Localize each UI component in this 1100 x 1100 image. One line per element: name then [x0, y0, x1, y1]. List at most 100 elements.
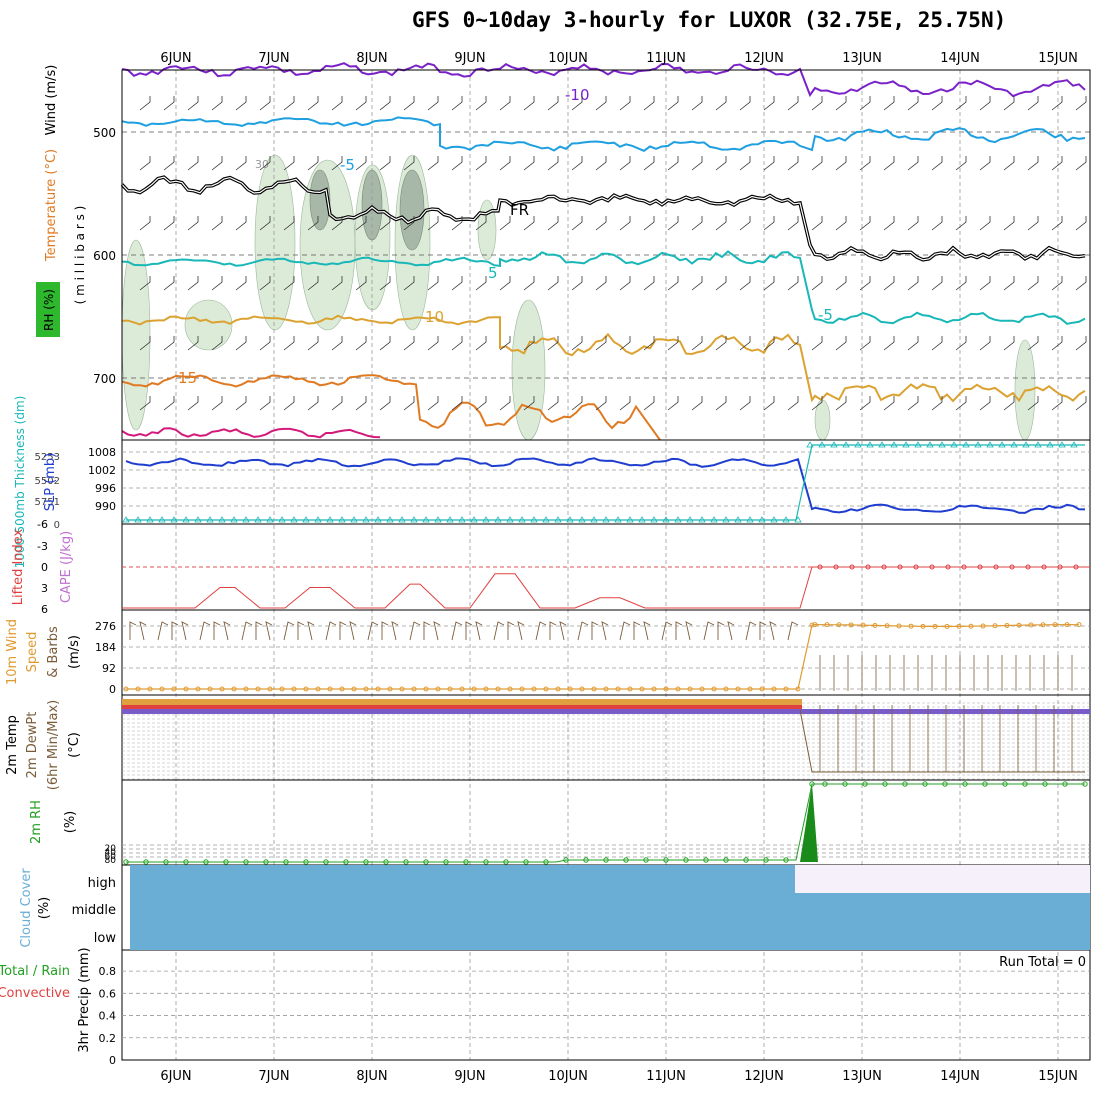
upper-wind-barb — [211, 216, 223, 231]
ytick-wind-3: 0 — [109, 683, 116, 696]
wind10-marker — [747, 686, 753, 692]
upper-wind-barb — [931, 396, 943, 411]
rh2m-marker — [743, 857, 749, 863]
contour-label-0: -10 — [565, 86, 590, 104]
wind10-marker — [123, 686, 129, 692]
thickness-marker — [818, 441, 826, 448]
li-marker — [881, 564, 887, 570]
upper-wind-barb — [403, 276, 415, 291]
wind10-marker — [351, 686, 357, 692]
thickness-marker — [734, 516, 742, 523]
upper-wind-barb — [139, 396, 151, 411]
upper-wind-barb — [907, 276, 919, 291]
thickness-marker — [326, 516, 334, 523]
upper-wind-barb — [283, 156, 295, 171]
upper-wind-barb — [379, 96, 391, 111]
wind10-marker — [399, 686, 405, 692]
ylabel-temp2m-3: (6hr Min/Max) — [46, 700, 61, 790]
rh2m-marker — [243, 859, 249, 865]
upper-wind-barb — [235, 276, 247, 291]
upper-wind-barb — [763, 96, 775, 111]
upper-wind-barb — [595, 216, 607, 231]
upper-wind-barb — [139, 276, 151, 291]
date-label-bottom-9: 15JUN — [1038, 1069, 1078, 1084]
upper-wind-barb — [811, 156, 823, 171]
upper-wind-barb — [715, 336, 727, 351]
thickness-marker — [530, 516, 538, 523]
upper-wind-barb — [643, 96, 655, 111]
upper-wind-barb — [163, 96, 175, 111]
rh2m-marker — [1002, 781, 1008, 787]
upper-wind-barb — [379, 336, 391, 351]
upper-wind-barb — [451, 276, 463, 291]
upper-wind-barb — [1075, 336, 1087, 351]
upper-wind-barb — [1027, 96, 1039, 111]
thickness-marker — [218, 516, 226, 523]
upper-wind-barb — [403, 156, 415, 171]
thickness-marker — [854, 441, 862, 448]
upper-wind-barb — [571, 216, 583, 231]
upper-wind-barb — [667, 276, 679, 291]
upper-wind-barb — [163, 336, 175, 351]
upper-wind-barb — [907, 336, 919, 351]
date-label-top-0: 6JUN — [160, 51, 191, 66]
wind10-barb — [717, 621, 725, 640]
rh2m-marker — [463, 859, 469, 865]
rh2m-marker — [882, 781, 888, 787]
upper-wind-barb — [835, 276, 847, 291]
upper-wind-barb — [307, 156, 319, 171]
upper-wind-barb — [739, 216, 751, 231]
li-marker — [913, 564, 919, 570]
upper-wind-barb — [1027, 336, 1039, 351]
upper-wind-barb — [1051, 96, 1063, 111]
upper-wind-barb — [403, 396, 415, 411]
thickness-marker — [674, 516, 682, 523]
wind10-marker — [243, 686, 249, 692]
wind10-marker — [944, 623, 950, 629]
upper-wind-barb — [523, 396, 535, 411]
upper-wind-barb — [355, 156, 367, 171]
wind10-marker — [627, 686, 633, 692]
wind10-marker — [291, 686, 297, 692]
upper-wind-barb — [547, 96, 559, 111]
upper-wind-barb — [499, 156, 511, 171]
upper-wind-barb — [643, 156, 655, 171]
thickness-marker — [590, 516, 598, 523]
ytick-slp-1: 1002 — [88, 464, 116, 477]
ylabel-cloud-1: Cloud Cover — [19, 868, 34, 948]
upper-wind-barb — [667, 396, 679, 411]
ylabel-temp2m-2: 2m DewPt — [25, 712, 40, 779]
thickness-marker — [446, 516, 454, 523]
wind10-marker — [884, 623, 890, 629]
rh-core-2 — [399, 169, 425, 251]
wind10-marker — [267, 686, 273, 692]
date-label-top-4: 10JUN — [548, 51, 588, 66]
upper-wind-barb — [1075, 276, 1087, 291]
wind10-barb — [661, 621, 673, 641]
li-marker — [897, 564, 903, 570]
upper-wind-barb — [427, 96, 439, 111]
wind10-barb — [213, 621, 221, 640]
thickness-marker — [650, 516, 658, 523]
temp-band-dew — [122, 709, 1090, 714]
upper-wind-barb — [931, 336, 943, 351]
upper-wind-barb — [523, 276, 535, 291]
wind10-marker — [483, 686, 489, 692]
li-marker — [993, 564, 999, 570]
rh2m-marker — [723, 857, 729, 863]
upper-wind-barb — [187, 216, 199, 231]
ytick-wind-0: 276 — [95, 620, 116, 633]
thickness-marker — [1046, 441, 1054, 448]
wind10-barb — [493, 621, 505, 641]
wind10-marker — [896, 623, 902, 629]
rh2m-marker — [763, 857, 769, 863]
upper-wind-barb — [307, 276, 319, 291]
thickness-marker — [422, 516, 430, 523]
upper-wind-barb — [427, 156, 439, 171]
thickness-marker — [122, 516, 130, 523]
upper-wind-barb — [235, 156, 247, 171]
upper-wind-barb — [643, 276, 655, 291]
rh2m-marker — [183, 859, 189, 865]
upper-wind-barb — [883, 336, 895, 351]
upper-wind-barb — [547, 216, 559, 231]
